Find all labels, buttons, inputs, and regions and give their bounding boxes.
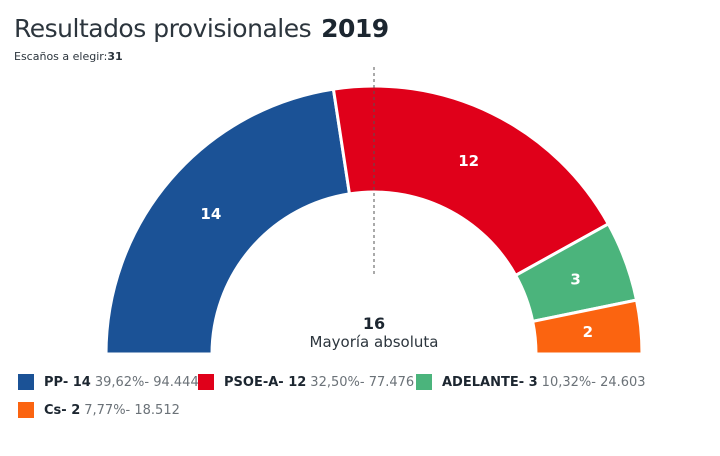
segment-label-pp: 14	[200, 205, 221, 223]
segment-cs	[530, 298, 644, 356]
legend-name: Cs- 2	[44, 402, 81, 418]
legend-item-cs: Cs- 2 7,77%- 18.512	[18, 402, 180, 418]
seats-label: Escaños a elegir:	[14, 50, 108, 63]
legend-name: ADELANTE- 3	[442, 374, 538, 390]
legend-stats: 32,50%- 77.476	[310, 374, 415, 390]
segment-label-adelante: 3	[570, 270, 580, 288]
title-text: Resultados provisionales	[14, 14, 312, 43]
segment-pp	[104, 87, 352, 356]
legend-item-pp: PP- 14 39,62%- 94.444	[18, 374, 199, 390]
legend-name: PSOE-A- 12	[224, 374, 307, 390]
legend-swatch	[18, 374, 34, 390]
title-year: 2019	[321, 14, 389, 43]
legend-item-adelante: ADELANTE- 3 10,32%- 24.603	[416, 374, 646, 390]
legend-stats: 10,32%- 24.603	[541, 374, 646, 390]
legend-swatch	[416, 374, 432, 390]
chart-segments	[104, 84, 644, 356]
segment-label-psoe-a: 12	[458, 152, 479, 170]
legend-swatch	[198, 374, 214, 390]
legend-stats: 39,62%- 94.444	[94, 374, 199, 390]
segment-label-cs: 2	[583, 323, 593, 341]
majority-block: 16 Mayoría absoluta	[274, 314, 474, 351]
chart-labels: 14 12 3 2	[200, 152, 593, 341]
chart-title: Resultados provisionales 2019	[14, 14, 389, 43]
legend-stats: 7,77%- 18.512	[84, 402, 180, 418]
segment-psoe-a	[331, 84, 611, 278]
majority-value: 16	[362, 314, 386, 333]
legend-name: PP- 14	[44, 374, 91, 390]
legend-item-psoe: PSOE-A- 12 32,50%- 77.476	[198, 374, 414, 390]
majority-label: Mayoría absoluta	[309, 333, 439, 351]
seats-to-elect: Escaños a elegir:31	[14, 50, 123, 63]
legend-swatch	[18, 402, 34, 418]
seats-total: 31	[107, 50, 123, 63]
